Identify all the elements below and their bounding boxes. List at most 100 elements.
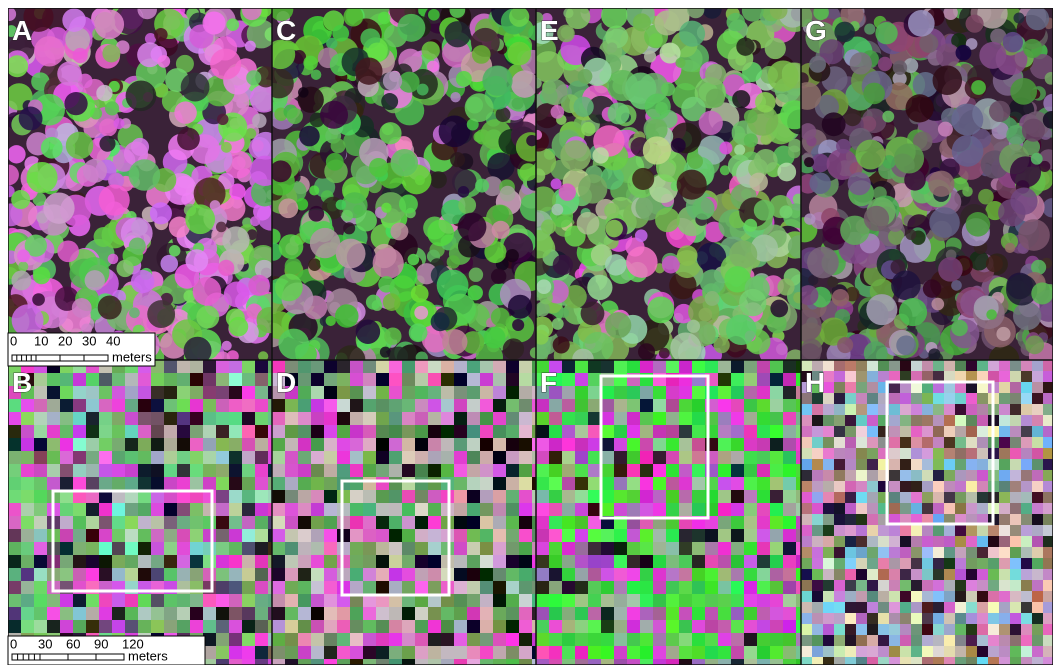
- pixel: [151, 373, 164, 386]
- pixel: [744, 503, 757, 516]
- pixel: [125, 594, 138, 607]
- pixel: [757, 607, 770, 620]
- pixel: [614, 503, 627, 516]
- tree-crown: [866, 294, 897, 325]
- pixel: [337, 386, 350, 399]
- pixel: [34, 581, 47, 594]
- pixel: [922, 635, 933, 646]
- pixel: [536, 581, 549, 594]
- pixel: [666, 360, 679, 373]
- pixel: [311, 568, 324, 581]
- tree-crown: [844, 109, 861, 126]
- tree-crown: [542, 79, 568, 105]
- pixel: [845, 459, 856, 470]
- tree-crown: [458, 213, 487, 242]
- pixel: [801, 569, 812, 580]
- pixel: [73, 477, 86, 490]
- pixel: [770, 490, 783, 503]
- pixel: [801, 613, 812, 624]
- pixel: [601, 646, 614, 659]
- pixel: [203, 594, 216, 607]
- pixel: [922, 580, 933, 591]
- pixel: [834, 404, 845, 415]
- pixel: [1010, 591, 1021, 602]
- pixel: [944, 415, 955, 426]
- pixel: [944, 569, 955, 580]
- pixel: [1010, 371, 1021, 382]
- pixel: [151, 438, 164, 451]
- pixel: [402, 490, 415, 503]
- tree-crown: [383, 293, 401, 311]
- pixel: [900, 415, 911, 426]
- tree-crown: [893, 60, 907, 74]
- tree-crown: [655, 208, 680, 233]
- pixel: [867, 624, 878, 635]
- pixel: [812, 437, 823, 448]
- pixel: [190, 477, 203, 490]
- tree-crown: [809, 56, 826, 73]
- pixel: [955, 382, 966, 393]
- pixel: [536, 568, 549, 581]
- pixel: [679, 594, 692, 607]
- tree-crown: [699, 111, 723, 135]
- pixel: [812, 580, 823, 591]
- pixel: [900, 613, 911, 624]
- pixel: [867, 657, 878, 665]
- pixel: [467, 477, 480, 490]
- pixel: [229, 607, 242, 620]
- tree-crown: [430, 171, 447, 188]
- pixel: [955, 580, 966, 591]
- pixel: [177, 568, 190, 581]
- pixel: [562, 477, 575, 490]
- tree-crown: [450, 2, 466, 18]
- pixel: [783, 620, 796, 633]
- tree-crown: [41, 137, 63, 159]
- pixel: [255, 412, 268, 425]
- tree-crown: [6, 55, 28, 77]
- pixel: [575, 620, 588, 633]
- tree-crown: [308, 258, 321, 271]
- pixel: [337, 607, 350, 620]
- pixel: [324, 516, 337, 529]
- pixel: [601, 659, 614, 665]
- pixel: [601, 399, 614, 412]
- pixel: [99, 477, 112, 490]
- pixel: [1032, 635, 1043, 646]
- tree-crown: [891, 271, 921, 301]
- pixel: [705, 633, 718, 646]
- pixel: [324, 568, 337, 581]
- pixel: [922, 613, 933, 624]
- tree-crown: [185, 204, 215, 234]
- pixel: [99, 516, 112, 529]
- pixel: [911, 393, 922, 404]
- pixel: [731, 360, 744, 373]
- pixel: [229, 555, 242, 568]
- pixel: [834, 437, 845, 448]
- pixel: [506, 360, 519, 373]
- pixel: [60, 451, 73, 464]
- pixel: [402, 464, 415, 477]
- pixel: [1032, 360, 1043, 371]
- pixel: [324, 503, 337, 516]
- pixel: [493, 529, 506, 542]
- pixel: [856, 426, 867, 437]
- pixel: [922, 525, 933, 536]
- pixel: [1021, 503, 1032, 514]
- pixel: [99, 399, 112, 412]
- tree-crown: [428, 9, 440, 21]
- pixel: [506, 516, 519, 529]
- tree-crown: [196, 306, 219, 329]
- pixel: [21, 581, 34, 594]
- pixel: [922, 437, 933, 448]
- pixel: [966, 459, 977, 470]
- pixel: [177, 412, 190, 425]
- pixel: [298, 594, 311, 607]
- pixel: [705, 581, 718, 594]
- pixel: [350, 516, 363, 529]
- pixel: [47, 373, 60, 386]
- pixel: [575, 607, 588, 620]
- pixel: [415, 620, 428, 633]
- pixel: [272, 451, 285, 464]
- pixel: [878, 657, 889, 665]
- pixel: [21, 399, 34, 412]
